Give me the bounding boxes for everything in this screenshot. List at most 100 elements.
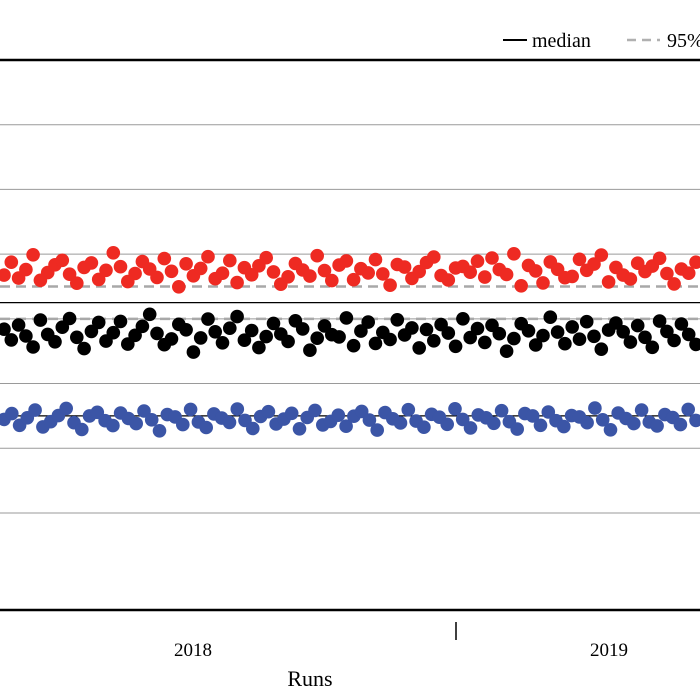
data-point-series-2 (193, 331, 208, 345)
data-point-series-3 (199, 420, 213, 435)
data-point-series-2 (303, 343, 317, 358)
data-point-series-1 (368, 252, 383, 267)
data-point-series-2 (660, 324, 674, 339)
data-point-series-2 (11, 318, 26, 332)
data-point-series-1 (536, 276, 550, 290)
data-point-series-2 (630, 318, 645, 333)
data-point-series-1 (361, 266, 376, 280)
data-point-series-1 (266, 265, 281, 279)
legend: median 95% (503, 30, 700, 52)
data-point-series-2 (689, 337, 700, 352)
data-point-series-2 (361, 315, 376, 329)
data-point-series-3 (510, 422, 524, 436)
data-point-series-1 (660, 266, 674, 281)
data-point-series-2 (26, 340, 40, 354)
data-point-series-3 (284, 406, 299, 421)
data-point-series-2 (179, 323, 193, 337)
data-point-series-3 (28, 403, 42, 417)
data-point-series-1 (346, 272, 361, 287)
data-point-series-3 (59, 401, 73, 416)
data-point-series-2 (427, 334, 441, 348)
data-point-series-3 (627, 416, 641, 431)
data-point-series-3 (339, 419, 353, 434)
data-point-series-2 (62, 311, 77, 326)
data-point-series-2 (142, 307, 157, 322)
data-point-series-3 (673, 417, 688, 432)
data-point-series-2 (623, 335, 638, 349)
data-point-series-3 (129, 416, 143, 431)
data-point-series-2 (84, 324, 99, 339)
data-point-series-2 (528, 338, 543, 352)
data-point-series-3 (137, 404, 151, 418)
data-point-series-2 (638, 330, 652, 345)
data-point-series-2 (208, 325, 222, 339)
data-point-series-1 (667, 277, 681, 291)
data-point-series-2 (543, 310, 558, 325)
data-point-series-2 (70, 330, 84, 345)
data-point-series-2 (259, 329, 274, 344)
data-point-series-1 (412, 264, 427, 279)
data-point-series-1 (84, 256, 99, 270)
data-point-series-3 (557, 419, 571, 434)
data-point-series-3 (588, 401, 602, 415)
data-point-series-3 (5, 406, 19, 421)
data-point-series-1 (507, 247, 521, 261)
data-point-series-1 (179, 257, 193, 271)
data-point-series-1 (201, 249, 215, 264)
data-point-series-2 (478, 335, 492, 350)
data-point-series-3 (261, 404, 276, 419)
data-point-series-3 (595, 413, 610, 427)
data-point-series-3 (533, 418, 548, 433)
data-point-series-2 (135, 319, 150, 334)
data-point-series-3 (354, 404, 369, 419)
data-point-series-2 (390, 313, 405, 327)
data-point-series-3 (525, 409, 540, 423)
data-point-series-1 (303, 269, 317, 283)
data-point-series-1 (164, 264, 179, 279)
data-point-series-2 (252, 340, 266, 355)
data-point-series-3 (401, 402, 416, 417)
data-point-series-2 (579, 314, 594, 329)
data-point-series-2 (470, 321, 485, 336)
legend-95-label: 95% (667, 30, 700, 52)
data-point-series-1 (528, 264, 543, 278)
data-point-series-3 (487, 416, 501, 431)
data-point-series-3 (246, 421, 260, 436)
data-point-series-2 (441, 326, 456, 340)
data-point-series-1 (172, 280, 186, 294)
data-point-series-3 (331, 408, 346, 423)
data-point-series-1 (0, 268, 11, 282)
data-point-series-1 (99, 263, 113, 278)
data-point-series-2 (237, 333, 252, 348)
data-point-series-3 (650, 419, 664, 433)
data-point-series-1 (281, 270, 295, 284)
data-point-series-2 (223, 321, 237, 336)
data-point-series-1 (4, 255, 19, 269)
data-point-series-1 (317, 263, 332, 278)
data-point-series-2 (419, 322, 434, 337)
data-point-series-1 (623, 272, 638, 286)
data-point-series-2 (19, 329, 33, 343)
data-points (0, 246, 700, 438)
data-point-series-2 (492, 326, 507, 341)
data-point-series-3 (75, 422, 89, 437)
data-point-series-2 (346, 338, 361, 353)
data-point-series-2 (310, 331, 325, 346)
data-point-series-3 (580, 415, 594, 430)
data-point-series-1 (572, 252, 587, 267)
data-point-series-2 (448, 339, 463, 354)
data-point-series-2 (48, 335, 62, 349)
data-point-series-1 (376, 267, 390, 281)
data-point-series-2 (456, 312, 470, 326)
data-point-series-2 (507, 331, 521, 346)
data-point-series-2 (106, 325, 121, 340)
data-point-series-2 (667, 333, 681, 348)
data-point-series-1 (499, 267, 514, 282)
legend-median-label: median (532, 30, 591, 52)
data-point-series-2 (128, 328, 142, 343)
data-point-series-1 (310, 248, 325, 263)
data-point-series-3 (440, 417, 455, 432)
data-point-series-2 (521, 324, 536, 338)
data-point-series-3 (370, 423, 385, 437)
